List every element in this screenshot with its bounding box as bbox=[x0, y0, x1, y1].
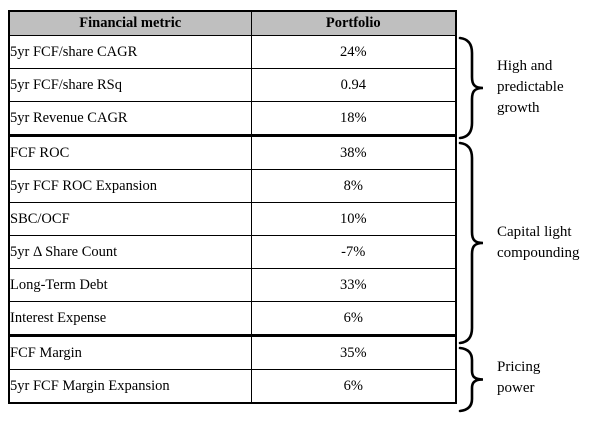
financial-metrics-table: Financial metric Portfolio 5yr FCF/share… bbox=[8, 10, 457, 404]
metric-value-cell: -7% bbox=[250, 235, 457, 269]
table-row: Long-Term Debt 33% bbox=[8, 268, 457, 302]
table-row: FCF Margin 35% bbox=[8, 334, 457, 370]
table-row: FCF ROC 38% bbox=[8, 134, 457, 170]
group-label-high-predictable-growth: High and predictable growth bbox=[497, 58, 564, 116]
group-label-pricing-power: Pricing power bbox=[497, 359, 541, 396]
table-row: SBC/OCF 10% bbox=[8, 202, 457, 236]
metric-value-cell: 0.94 bbox=[250, 68, 457, 102]
metric-value-cell: 24% bbox=[250, 35, 457, 69]
table-row: 5yr FCF ROC Expansion 8% bbox=[8, 169, 457, 203]
metric-name-cell: Interest Expense bbox=[8, 301, 252, 336]
metric-name-cell: 5yr FCF Margin Expansion bbox=[8, 369, 252, 404]
column-header-financial-metric: Financial metric bbox=[8, 10, 252, 36]
group-label-capital-light-compounding: Capital light compounding bbox=[497, 224, 580, 261]
header-row: Financial metric Portfolio bbox=[8, 10, 457, 36]
curly-brace-icon bbox=[458, 141, 484, 345]
metric-value-cell: 18% bbox=[250, 101, 457, 136]
metric-name-cell: FCF ROC bbox=[8, 134, 252, 170]
metric-value-cell: 10% bbox=[250, 202, 457, 236]
metric-value-cell: 6% bbox=[250, 369, 457, 404]
metric-name-cell: 5yr FCF ROC Expansion bbox=[8, 169, 252, 203]
table-row: 5yr FCF/share RSq 0.94 bbox=[8, 68, 457, 102]
metric-value-cell: 8% bbox=[250, 169, 457, 203]
table-row: 5yr Revenue CAGR 18% bbox=[8, 101, 457, 136]
curly-brace-icon bbox=[458, 346, 484, 413]
table-row: 5yr Δ Share Count -7% bbox=[8, 235, 457, 269]
table-row: 5yr FCF/share CAGR 24% bbox=[8, 35, 457, 69]
metric-name-cell: 5yr FCF/share RSq bbox=[8, 68, 252, 102]
metric-name-cell: 5yr Revenue CAGR bbox=[8, 101, 252, 136]
metric-name-cell: FCF Margin bbox=[8, 334, 252, 370]
curly-brace-icon bbox=[458, 36, 484, 140]
table-row: Interest Expense 6% bbox=[8, 301, 457, 336]
metric-name-cell: Long-Term Debt bbox=[8, 268, 252, 302]
metric-value-cell: 33% bbox=[250, 268, 457, 302]
metric-value-cell: 35% bbox=[250, 334, 457, 370]
metric-value-cell: 6% bbox=[250, 301, 457, 336]
metric-value-cell: 38% bbox=[250, 134, 457, 170]
metric-name-cell: 5yr FCF/share CAGR bbox=[8, 35, 252, 69]
metric-name-cell: 5yr Δ Share Count bbox=[8, 235, 252, 269]
table-row: 5yr FCF Margin Expansion 6% bbox=[8, 369, 457, 404]
column-header-portfolio: Portfolio bbox=[250, 10, 457, 36]
metric-name-cell: SBC/OCF bbox=[8, 202, 252, 236]
